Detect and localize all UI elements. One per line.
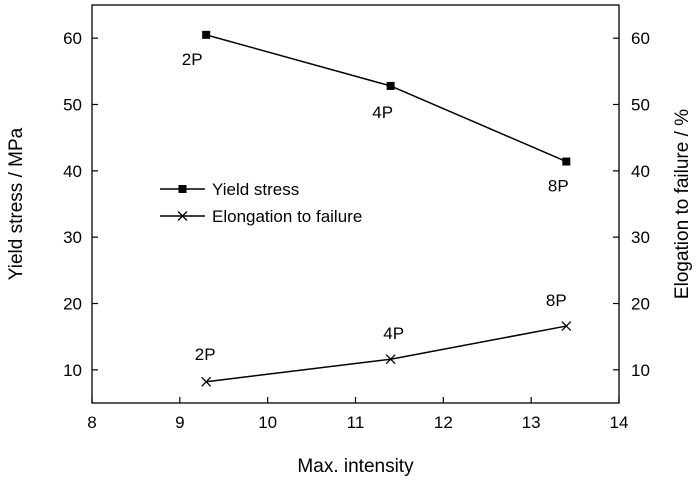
data-point-x — [201, 376, 212, 387]
legend: Yield stress Elongation to failure — [160, 180, 362, 226]
y-axis-right-title: Elogation to failure / % — [672, 109, 693, 299]
data-point-x — [385, 354, 396, 365]
point-labels-group: 2P 4P 8P 2P 4P 8P — [182, 50, 569, 364]
y-left-tick-label: 30 — [63, 228, 82, 247]
ticks-group: 8 9 10 11 12 13 14 10 20 30 40 50 60 10 20 30 40 50 60 — [63, 29, 650, 432]
x-tick-label: 12 — [434, 413, 453, 432]
data-point-label: 2P — [195, 345, 216, 364]
y-right-tick-label: 50 — [631, 96, 650, 115]
axes-group — [91, 4, 620, 404]
y-right-tick-label: 10 — [631, 361, 650, 380]
series-group — [201, 30, 572, 387]
data-point-label: 8P — [548, 177, 569, 196]
y-right-tick-label: 40 — [631, 162, 650, 181]
y-left-tick-label: 20 — [63, 295, 82, 314]
x-axis-title: Max. intensity — [297, 456, 414, 477]
data-point-label: 2P — [182, 50, 203, 69]
y-right-tick-label: 30 — [631, 228, 650, 247]
x-tick-label: 13 — [522, 413, 541, 432]
series-line-1 — [205, 34, 567, 163]
legend-marker-x — [177, 211, 188, 221]
x-tick-label: 10 — [258, 413, 277, 432]
y-axis-left-title: Yield stress / MPa — [6, 127, 27, 280]
y-left-tick-label: 40 — [63, 162, 82, 181]
x-tick-label: 11 — [347, 413, 365, 432]
data-point-label: 4P — [372, 103, 393, 122]
legend-label: Elongation to failure — [212, 207, 362, 226]
data-point-label: 4P — [383, 324, 404, 343]
data-point-label: 8P — [546, 291, 567, 310]
y-right-tick-label: 60 — [631, 29, 650, 48]
data-point-x — [561, 321, 572, 332]
x-tick-label: 9 — [175, 413, 184, 432]
plot-frame — [91, 4, 620, 404]
y-left-tick-label: 50 — [63, 96, 82, 115]
y-left-tick-label: 10 — [63, 361, 82, 380]
y-right-tick-label: 20 — [631, 295, 650, 314]
data-point-square — [386, 81, 395, 90]
x-tick-label: 8 — [87, 413, 96, 432]
legend-label: Yield stress — [212, 180, 299, 199]
legend-marker-square — [178, 185, 187, 193]
data-point-square — [202, 30, 211, 39]
x-tick-label: 14 — [610, 413, 629, 432]
y-left-tick-label: 60 — [63, 29, 82, 48]
data-point-square — [562, 157, 571, 166]
